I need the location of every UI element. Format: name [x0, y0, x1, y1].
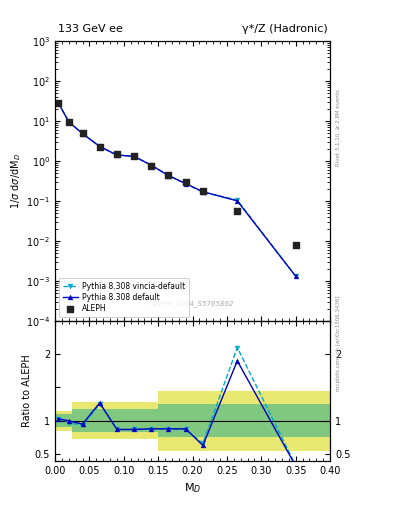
Pythia 8.308 vincia-default [166, 173, 171, 179]
Pythia 8.308 vincia-default [293, 273, 298, 280]
Pythia 8.308 default [97, 143, 102, 150]
Pythia 8.308 vincia-default [66, 119, 71, 125]
Pythia 8.308 vincia-default [80, 131, 85, 137]
Pythia 8.308 default [66, 119, 71, 125]
Legend: Pythia 8.308 vincia-default, Pythia 8.308 default, ALEPH: Pythia 8.308 vincia-default, Pythia 8.30… [59, 278, 189, 317]
Text: γ*/Z (Hadronic): γ*/Z (Hadronic) [242, 24, 327, 34]
X-axis label: M$_D$: M$_D$ [184, 481, 201, 495]
Pythia 8.308 default [80, 131, 85, 137]
Pythia 8.308 default [293, 273, 298, 280]
Text: ALEPH_2004_S5765862: ALEPH_2004_S5765862 [151, 300, 234, 307]
Y-axis label: 1/$\sigma$ d$\sigma$/dM$_D$: 1/$\sigma$ d$\sigma$/dM$_D$ [9, 153, 23, 209]
Pythia 8.308 default [115, 152, 119, 158]
Pythia 8.308 default [235, 198, 240, 204]
Pythia 8.308 vincia-default [132, 153, 136, 159]
Line: Pythia 8.308 default: Pythia 8.308 default [56, 101, 298, 279]
ALEPH [148, 162, 154, 170]
Text: 133 GeV ee: 133 GeV ee [58, 24, 123, 34]
Text: Rivet 3.1.10, ≥ 2.8M events: Rivet 3.1.10, ≥ 2.8M events [336, 90, 341, 166]
Pythia 8.308 vincia-default [200, 189, 205, 195]
Pythia 8.308 default [132, 153, 136, 159]
Pythia 8.308 vincia-default [56, 100, 61, 106]
Pythia 8.308 vincia-default [184, 181, 188, 187]
ALEPH [131, 152, 137, 160]
Pythia 8.308 default [184, 181, 188, 187]
ALEPH [292, 241, 299, 249]
Pythia 8.308 default [56, 100, 61, 106]
Pythia 8.308 vincia-default [235, 197, 240, 203]
ALEPH [234, 207, 241, 216]
Text: mcplots.cern.ch [arXiv:1306.3436]: mcplots.cern.ch [arXiv:1306.3436] [336, 295, 341, 391]
Line: Pythia 8.308 vincia-default: Pythia 8.308 vincia-default [56, 101, 298, 279]
ALEPH [66, 118, 72, 126]
Pythia 8.308 default [166, 173, 171, 179]
Pythia 8.308 vincia-default [115, 152, 119, 158]
ALEPH [200, 186, 206, 195]
ALEPH [55, 99, 62, 107]
Pythia 8.308 vincia-default [97, 143, 102, 150]
ALEPH [79, 129, 86, 137]
Pythia 8.308 default [149, 162, 154, 168]
ALEPH [97, 143, 103, 152]
Y-axis label: Ratio to ALEPH: Ratio to ALEPH [22, 354, 32, 427]
Pythia 8.308 default [200, 188, 205, 195]
ALEPH [114, 150, 120, 158]
Pythia 8.308 vincia-default [149, 162, 154, 168]
ALEPH [183, 178, 189, 186]
ALEPH [165, 170, 172, 179]
